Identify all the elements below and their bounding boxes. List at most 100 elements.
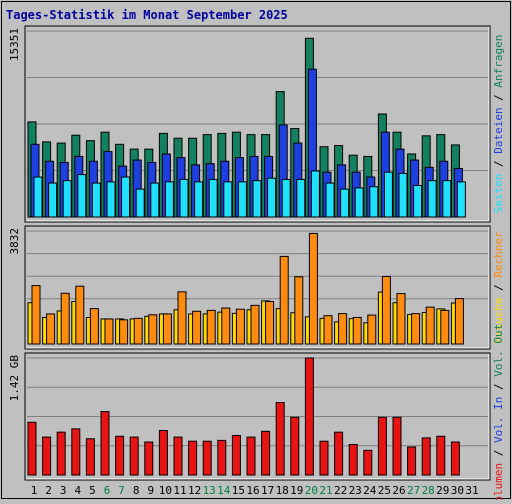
legend-entry: Besuche	[492, 297, 505, 343]
bar-rechner	[206, 309, 216, 345]
bar-volumen	[27, 421, 37, 476]
bar-rechner	[323, 315, 333, 345]
bar-volumen	[129, 436, 139, 476]
bar-volumen	[392, 416, 402, 476]
x-tick-label: 30	[451, 484, 464, 497]
x-tick-label: 16	[246, 484, 259, 497]
bar-seiten	[121, 176, 131, 218]
bar-volumen	[363, 449, 373, 476]
bar-seiten	[296, 178, 306, 218]
x-tick-label: 2	[45, 484, 52, 497]
bar-seiten	[77, 174, 87, 218]
bar-rechner	[177, 291, 187, 345]
bar-seiten	[281, 178, 291, 218]
bar-volumen	[407, 446, 417, 476]
bar-seiten	[150, 182, 160, 218]
bar-seiten	[223, 181, 233, 218]
x-tick-label: 29	[436, 484, 449, 497]
bar-rechner	[425, 306, 435, 345]
x-tick-label: 26	[392, 484, 405, 497]
x-tick-label: 22	[334, 484, 347, 497]
legend-entry: Anfragen	[492, 35, 505, 88]
bar-seiten	[194, 181, 204, 218]
bar-seiten	[164, 181, 174, 218]
bar-seiten	[442, 180, 452, 218]
bar-volumen	[334, 431, 344, 476]
x-tick-label: 10	[159, 484, 172, 497]
bar-volumen	[188, 440, 198, 476]
bar-seiten	[91, 182, 101, 218]
x-tick-label: 21	[319, 484, 332, 497]
bar-volumen	[348, 444, 358, 476]
bar-rechner	[265, 301, 275, 345]
x-tick-label: 27	[407, 484, 420, 497]
bar-seiten	[383, 171, 393, 218]
bar-rechner	[440, 309, 450, 345]
bar-rechner	[104, 318, 114, 345]
bar-seiten	[208, 178, 218, 218]
bar-volumen	[71, 428, 81, 476]
bar-volumen	[158, 430, 168, 476]
bar-rechner	[411, 313, 421, 345]
bar-seiten	[310, 170, 320, 218]
x-tick-label: 23	[349, 484, 362, 497]
bar-seiten	[62, 180, 72, 218]
bar-rechner	[221, 307, 231, 345]
bar-rechner	[162, 313, 172, 345]
bar-volumen	[377, 416, 387, 476]
x-tick-label: 11	[173, 484, 186, 497]
y-max-label: 3832	[8, 228, 21, 255]
legend-entry: /	[492, 154, 505, 174]
bar-seiten	[106, 181, 116, 218]
bar-volumen	[304, 357, 314, 476]
bar-volumen	[246, 436, 256, 476]
x-tick-label: 18	[276, 484, 289, 497]
bar-volumen	[42, 436, 52, 476]
bar-volumen	[436, 435, 446, 476]
x-tick-label: 31	[465, 484, 478, 497]
bar-seiten	[48, 182, 58, 218]
x-tick-label: 17	[261, 484, 274, 497]
bar-seiten	[237, 181, 247, 218]
legend-entry: /	[492, 278, 505, 298]
bar-seiten	[456, 181, 466, 218]
bar-seiten	[252, 180, 262, 218]
y-max-label: 15351	[8, 28, 21, 61]
bar-volumen	[261, 430, 271, 476]
x-tick-label: 7	[118, 484, 125, 497]
legend-entry: /	[492, 443, 505, 463]
bar-volumen	[421, 437, 431, 476]
bar-volumen	[450, 441, 460, 476]
bar-volumen	[217, 439, 227, 476]
bar-rechner	[119, 319, 129, 345]
x-tick-label: 12	[188, 484, 201, 497]
bar-seiten	[354, 187, 364, 218]
x-tick-label: 14	[217, 484, 231, 497]
legend-entry: Vol. Out	[492, 324, 505, 377]
y-legend-label: Volumen / Vol. In / Vol. Out	[492, 324, 505, 500]
bar-rechner	[367, 314, 377, 345]
bar-rechner	[75, 285, 85, 345]
panel-visits: 3832 Besuche / Rechner	[8, 225, 505, 350]
bar-volumen	[319, 440, 329, 476]
legend-entry: Seiten	[492, 174, 505, 214]
bar-rechner	[148, 314, 158, 345]
panel-hits: 15351 Seiten / Dateien / Anfragen	[8, 25, 505, 223]
x-tick-label: 13	[203, 484, 216, 497]
bar-seiten	[325, 182, 335, 218]
x-tick-label: 4	[74, 484, 81, 497]
x-tick-label: 5	[89, 484, 96, 497]
y-max-label: 1.42 GB	[8, 355, 21, 402]
bar-rechner	[338, 313, 348, 345]
bar-rechner	[192, 310, 202, 345]
legend-entry: Volumen	[492, 463, 505, 500]
bar-rechner	[31, 285, 41, 345]
x-tick-label: 24	[363, 484, 377, 497]
bar-seiten	[267, 177, 277, 218]
bar-rechner	[454, 298, 464, 345]
bar-seiten	[135, 188, 145, 218]
bar-rechner	[279, 255, 289, 345]
